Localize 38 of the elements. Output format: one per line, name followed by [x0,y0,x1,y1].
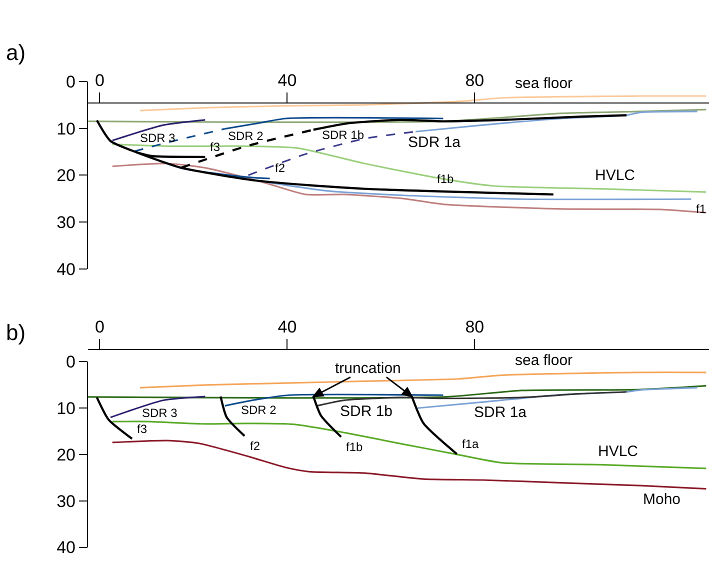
y-tick-label: 40 [56,260,76,279]
annotation: f3 [137,422,148,436]
y-tick-label: 40 [56,538,76,558]
y-tick-label: 20 [56,445,76,464]
annotation: f1b [346,440,364,454]
annotation: SDR 1b [340,403,393,420]
annotation: f1 [696,202,706,216]
chart-title: b) [6,320,26,345]
annotation: Moho [643,491,681,508]
x-tick-label: 40 [278,317,297,336]
y-tick-label: 30 [56,492,76,511]
annotation: f2 [250,439,260,453]
y-tick-label: 10 [56,399,76,418]
chart-title: a) [6,40,26,65]
y-tick-label: 0 [66,352,76,372]
annotation: SDR 3 [142,406,178,420]
x-tick-label: 80 [465,70,484,90]
y-tick-label: 30 [56,213,76,232]
annotation: SDR 1a [408,134,462,151]
annotation: f1b [437,172,454,186]
annotation: SDR 1b [322,128,364,142]
annotation: sea floor [515,352,573,369]
annotation: truncation [335,360,401,377]
x-tick-label: 80 [465,317,484,336]
x-tick-label: 40 [278,70,297,90]
annotation: HVLC [598,443,638,460]
annotation: f3 [210,140,220,154]
annotation: SDR 1a [474,404,528,421]
annotation: SDR 2 [228,129,264,143]
annotation: SDR 2 [241,403,277,417]
x-tick-label: 0 [94,317,104,336]
annotation: sea floor [515,75,573,92]
annotation: f2 [275,161,286,175]
x-tick-label: 0 [94,70,104,90]
annotation: HVLC [595,167,636,184]
annotation: f1a [462,437,480,451]
y-tick-label: 10 [56,119,76,138]
y-tick-label: 20 [56,166,76,186]
